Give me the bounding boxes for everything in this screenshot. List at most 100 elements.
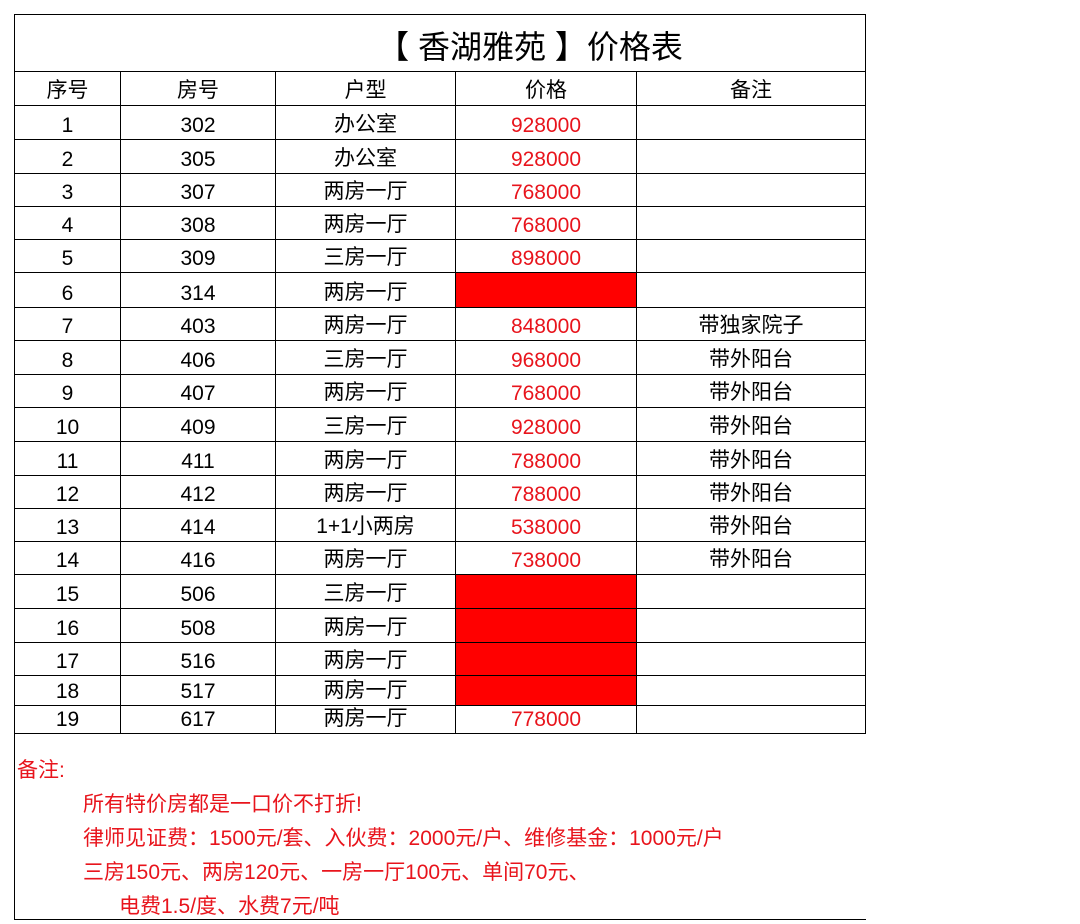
cell-type[interactable]: 三房一厅 [276,408,456,442]
cell-room[interactable]: 407 [121,375,276,408]
column-header[interactable]: 户型 [276,72,456,106]
cell-type[interactable]: 两房一厅 [276,442,456,476]
cell-price[interactable] [456,676,637,706]
cell-type[interactable]: 两房一厅 [276,643,456,676]
column-header[interactable]: 序号 [14,72,121,106]
column-header[interactable]: 备注 [637,72,866,106]
cell-note[interactable]: 带外阳台 [637,476,866,509]
cell-note[interactable] [637,609,866,643]
cell-note[interactable]: 带外阳台 [637,375,866,408]
cell-room[interactable]: 307 [121,174,276,207]
cell-room[interactable]: 302 [121,106,276,140]
cell-type[interactable]: 三房一厅 [276,575,456,609]
cell-price[interactable]: 898000 [456,240,637,273]
cell-room[interactable]: 416 [121,542,276,575]
cell-index[interactable]: 16 [14,609,121,643]
cell-type[interactable]: 两房一厅 [276,609,456,643]
cell-note[interactable]: 带外阳台 [637,542,866,575]
cell-type[interactable]: 两房一厅 [276,174,456,207]
cell-type[interactable]: 两房一厅 [276,273,456,308]
cell-price[interactable]: 778000 [456,706,637,734]
cell-price[interactable]: 928000 [456,408,637,442]
cell-index[interactable]: 8 [14,341,121,375]
cell-index[interactable]: 10 [14,408,121,442]
cell-index[interactable]: 18 [14,676,121,706]
cell-room[interactable]: 517 [121,676,276,706]
cell-type[interactable]: 两房一厅 [276,476,456,509]
cell-price[interactable]: 788000 [456,476,637,509]
cell-type[interactable]: 1+1小两房 [276,509,456,542]
cell-note[interactable] [637,575,866,609]
cell-price[interactable]: 738000 [456,542,637,575]
cell-note[interactable]: 带外阳台 [637,341,866,375]
cell-room[interactable]: 411 [121,442,276,476]
cell-price[interactable]: 848000 [456,308,637,341]
cell-note[interactable] [637,676,866,706]
cell-note[interactable]: 带独家院子 [637,308,866,341]
cell-price[interactable]: 768000 [456,375,637,408]
cell-index[interactable]: 4 [14,207,121,240]
cell-note[interactable] [637,174,866,207]
cell-room[interactable]: 506 [121,575,276,609]
cell-price[interactable] [456,575,637,609]
column-header[interactable]: 价格 [456,72,637,106]
cell-room[interactable]: 617 [121,706,276,734]
cell-index[interactable]: 17 [14,643,121,676]
cell-room[interactable]: 305 [121,140,276,174]
cell-index[interactable]: 1 [14,106,121,140]
cell-price[interactable]: 928000 [456,140,637,174]
cell-note[interactable] [637,140,866,174]
cell-type[interactable]: 两房一厅 [276,542,456,575]
cell-price[interactable]: 538000 [456,509,637,542]
cell-note[interactable]: 带外阳台 [637,442,866,476]
cell-index[interactable]: 5 [14,240,121,273]
cell-type[interactable]: 三房一厅 [276,341,456,375]
cell-note[interactable] [637,706,866,734]
cell-price[interactable]: 768000 [456,207,637,240]
cell-room[interactable]: 314 [121,273,276,308]
cell-type[interactable]: 两房一厅 [276,207,456,240]
cell-price[interactable] [456,643,637,676]
cell-index[interactable]: 7 [14,308,121,341]
cell-index[interactable]: 12 [14,476,121,509]
cell-room[interactable]: 406 [121,341,276,375]
cell-index[interactable]: 3 [14,174,121,207]
cell-index[interactable]: 14 [14,542,121,575]
cell-room[interactable]: 308 [121,207,276,240]
cell-room[interactable]: 516 [121,643,276,676]
cell-type[interactable]: 两房一厅 [276,308,456,341]
cell-room[interactable]: 412 [121,476,276,509]
cell-note[interactable] [637,240,866,273]
column-header[interactable]: 房号 [121,72,276,106]
cell-note[interactable] [637,643,866,676]
cell-index[interactable]: 6 [14,273,121,308]
cell-index[interactable]: 2 [14,140,121,174]
cell-type[interactable]: 办公室 [276,140,456,174]
cell-room[interactable]: 409 [121,408,276,442]
cell-index[interactable]: 13 [14,509,121,542]
cell-index[interactable]: 19 [14,706,121,734]
cell-note[interactable] [637,106,866,140]
cell-room[interactable]: 508 [121,609,276,643]
cell-note[interactable]: 带外阳台 [637,408,866,442]
cell-price[interactable] [456,609,637,643]
cell-type[interactable]: 两房一厅 [276,375,456,408]
cell-index[interactable]: 15 [14,575,121,609]
cell-note[interactable] [637,207,866,240]
cell-price[interactable]: 788000 [456,442,637,476]
cell-price[interactable]: 928000 [456,106,637,140]
cell-price[interactable]: 768000 [456,174,637,207]
cell-room[interactable]: 414 [121,509,276,542]
cell-type[interactable]: 办公室 [276,106,456,140]
cell-note[interactable]: 带外阳台 [637,509,866,542]
cell-note[interactable] [637,273,866,308]
cell-type[interactable]: 三房一厅 [276,240,456,273]
cell-type[interactable]: 两房一厅 [276,706,456,734]
cell-type[interactable]: 两房一厅 [276,676,456,706]
cell-room[interactable]: 309 [121,240,276,273]
cell-index[interactable]: 9 [14,375,121,408]
cell-index[interactable]: 11 [14,442,121,476]
cell-room[interactable]: 403 [121,308,276,341]
cell-price[interactable]: 968000 [456,341,637,375]
cell-price[interactable] [456,273,637,308]
